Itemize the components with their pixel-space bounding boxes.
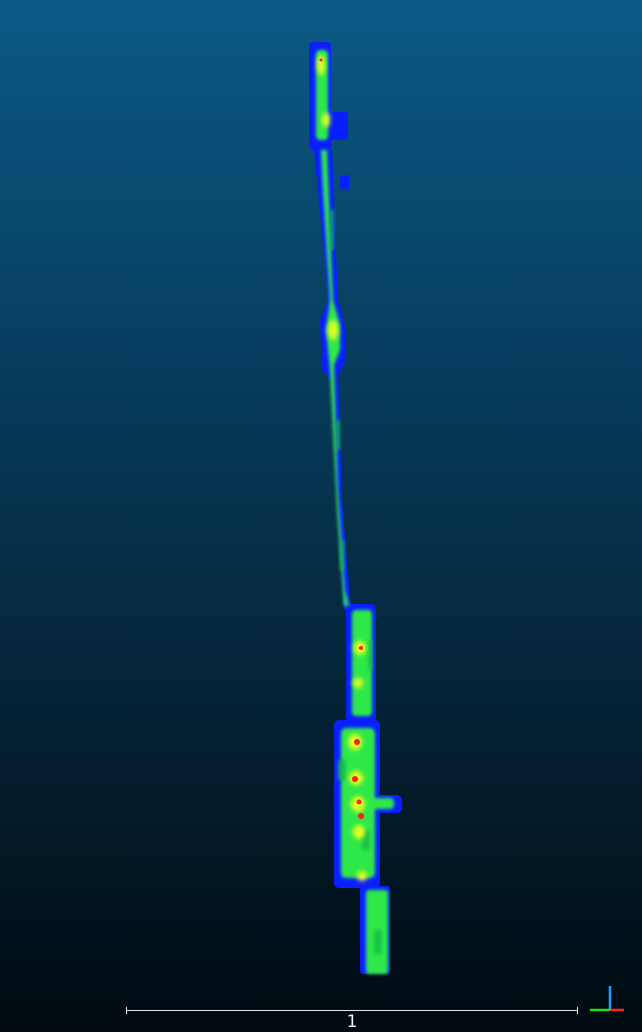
cloud-texture — [330, 210, 382, 954]
scale-bar-left-tick — [126, 1007, 127, 1014]
axis-triad-icon — [590, 986, 624, 1012]
scale-bar-label: 1 — [346, 1012, 358, 1032]
point-cloud-render[interactable] — [0, 0, 642, 1000]
scale-bar: 1 — [126, 1004, 580, 1032]
cloud-red-spots — [319, 58, 364, 819]
scale-bar-line — [126, 1010, 578, 1011]
scale-bar-right-tick — [577, 1007, 578, 1014]
